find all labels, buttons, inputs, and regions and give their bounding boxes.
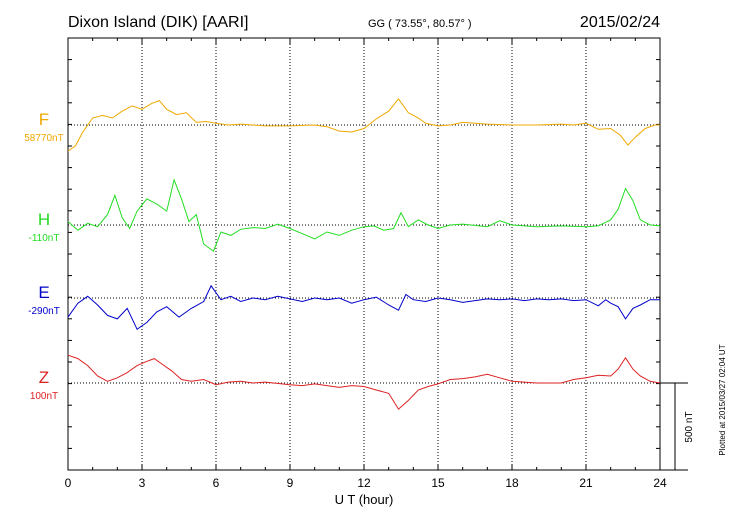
series-name-f: F xyxy=(39,110,49,129)
plotted-timestamp: Plotted at 2015/03/27 02:04 UT xyxy=(718,344,727,455)
traces: F 58770nT H -110nT E -290nT Z 100nT xyxy=(24,99,660,409)
series-baseline-h: -110nT xyxy=(29,233,60,244)
coordinates-label: GG ( 73.55°, 80.57° ) xyxy=(368,18,472,30)
series-name-z: Z xyxy=(39,368,49,387)
x-tick-label: 15 xyxy=(431,476,445,490)
station-title: Dixon Island (DIK) [AARI] xyxy=(68,14,249,31)
x-axis-title: U T (hour) xyxy=(335,492,394,507)
x-tick-label: 21 xyxy=(579,476,593,490)
series-baseline-e: -290nT xyxy=(28,306,60,317)
date-label: 2015/02/24 xyxy=(580,14,660,31)
series-baseline-z: 100nT xyxy=(30,391,58,402)
x-tick-label: 9 xyxy=(287,476,294,490)
x-tick-label: 24 xyxy=(653,476,667,490)
x-axis-ticks: 0 3 6 9 12 15 18 21 24 xyxy=(65,476,667,490)
x-tick-label: 3 xyxy=(139,476,146,490)
x-tick-label: 6 xyxy=(213,476,220,490)
series-baseline-f: 58770nT xyxy=(24,133,63,144)
series-name-e: E xyxy=(38,283,49,302)
series-name-h: H xyxy=(38,210,50,229)
x-tick-label: 12 xyxy=(357,476,371,490)
plot-grid xyxy=(68,38,660,470)
x-tick-label: 18 xyxy=(505,476,519,490)
scale-bar: 500 nT xyxy=(660,383,695,470)
trace-e xyxy=(68,286,660,330)
x-tick-label: 0 xyxy=(65,476,72,490)
scale-bar-label: 500 nT xyxy=(684,411,695,442)
